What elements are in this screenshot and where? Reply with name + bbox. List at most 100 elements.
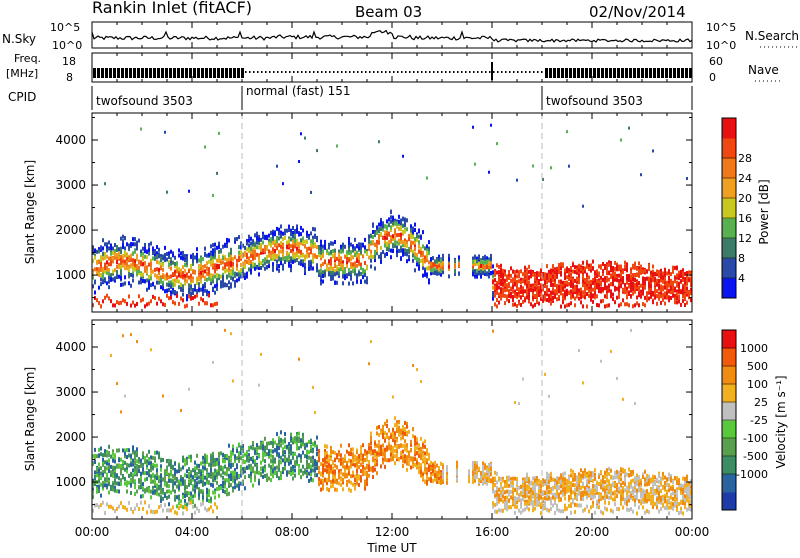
power-colorbar-tick: 24 — [738, 172, 752, 185]
scatter-cell — [336, 281, 338, 285]
scatter-cell — [276, 246, 278, 250]
scatter-cell — [612, 272, 614, 276]
scatter-cell — [210, 260, 212, 264]
scatter-cell — [332, 254, 334, 258]
scatter-cell — [426, 252, 428, 256]
scatter-cell — [214, 496, 216, 500]
freq-dot — [409, 71, 411, 73]
scatter-cell — [302, 436, 304, 440]
scatter-cell — [666, 272, 668, 276]
scatter-cell — [182, 271, 184, 275]
scatter-cell — [612, 266, 614, 270]
scatter-cell — [600, 299, 602, 303]
scatter-cell — [454, 259, 456, 263]
scatter-cell — [186, 459, 188, 463]
scatter-cell — [188, 294, 190, 298]
scatter-cell — [300, 232, 302, 236]
scatter-cell — [392, 216, 394, 220]
scatter-cell — [674, 266, 676, 270]
scatter-cell — [656, 270, 658, 274]
scatter-cell — [178, 302, 180, 306]
scatter-cell — [336, 144, 338, 147]
scatter-cell — [516, 287, 518, 291]
scatter-cell — [158, 476, 160, 480]
scatter-cell — [108, 469, 110, 473]
scatter-cell — [198, 475, 200, 479]
scatter-cell — [110, 256, 112, 260]
scatter-cell — [362, 275, 364, 279]
freq-dot — [369, 71, 371, 73]
scatter-cell — [372, 240, 374, 244]
scatter-cell — [634, 264, 636, 268]
scatter-cell — [206, 474, 208, 478]
scatter-cell — [414, 247, 416, 251]
scatter-cell — [654, 277, 656, 281]
scatter-cell — [198, 266, 200, 270]
scatter-cell — [98, 267, 100, 271]
scatter-cell — [562, 287, 564, 291]
scatter-cell — [132, 237, 134, 241]
scatter-cell — [216, 481, 218, 485]
scatter-cell — [534, 273, 536, 277]
freq-dot — [277, 71, 279, 73]
scatter-cell — [296, 247, 298, 251]
scatter-cell — [662, 294, 664, 298]
scatter-cell — [208, 270, 210, 274]
scatter-cell — [292, 437, 294, 441]
scatter-cell — [272, 469, 274, 473]
scatter-cell — [420, 251, 422, 255]
scatter-cell — [222, 245, 224, 249]
scatter-cell — [632, 277, 634, 281]
scatter-cell — [214, 291, 216, 295]
scatter-cell — [180, 283, 182, 287]
scatter-cell — [684, 272, 686, 276]
scatter-cell — [118, 458, 120, 462]
scatter-cell — [480, 264, 482, 268]
station-title: Rankin Inlet (fitACF) — [92, 0, 252, 17]
scatter-cell — [272, 262, 274, 266]
scatter-cell — [266, 452, 268, 456]
scatter-cell — [190, 254, 192, 258]
scatter-cell — [216, 265, 218, 269]
scatter-cell — [116, 473, 118, 477]
scatter-cell — [186, 469, 188, 473]
scatter-cell — [194, 285, 196, 289]
scatter-cell — [510, 274, 512, 278]
scatter-cell — [342, 263, 344, 267]
scatter-cell — [608, 263, 610, 267]
scatter-cell — [116, 245, 118, 249]
scatter-cell — [600, 280, 602, 284]
scatter-cell — [222, 484, 224, 488]
scatter-cell — [260, 446, 262, 450]
scatter-cell — [216, 505, 218, 509]
scatter-cell — [112, 471, 114, 475]
scatter-cell — [190, 481, 192, 485]
scatter-cell — [296, 447, 298, 451]
scatter-cell — [280, 225, 282, 229]
scatter-cell — [580, 294, 582, 298]
freq-bar — [109, 68, 112, 78]
cpid-segment-label: twofsound 3503 — [96, 94, 193, 108]
scatter-cell — [206, 301, 208, 305]
scatter-cell — [640, 294, 642, 298]
scatter-cell — [134, 471, 136, 475]
scatter-cell — [636, 301, 638, 305]
scatter-cell — [622, 288, 624, 292]
scatter-cell — [170, 465, 172, 469]
scatter-cell — [200, 276, 202, 280]
scatter-cell — [288, 458, 290, 462]
freq-dot — [513, 71, 515, 73]
scatter-cell — [176, 485, 178, 489]
scatter-cell — [264, 257, 266, 261]
scatter-cell — [154, 482, 156, 486]
scatter-cell — [502, 273, 504, 277]
scatter-cell — [128, 481, 130, 485]
scatter-cell — [424, 259, 426, 263]
scatter-cell — [152, 456, 154, 460]
scatter-cell — [98, 250, 100, 254]
scatter-cell — [264, 446, 266, 450]
scatter-cell — [260, 248, 262, 252]
scatter-cell — [386, 252, 388, 256]
scatter-cell — [100, 304, 102, 308]
scatter-cell — [286, 245, 288, 249]
